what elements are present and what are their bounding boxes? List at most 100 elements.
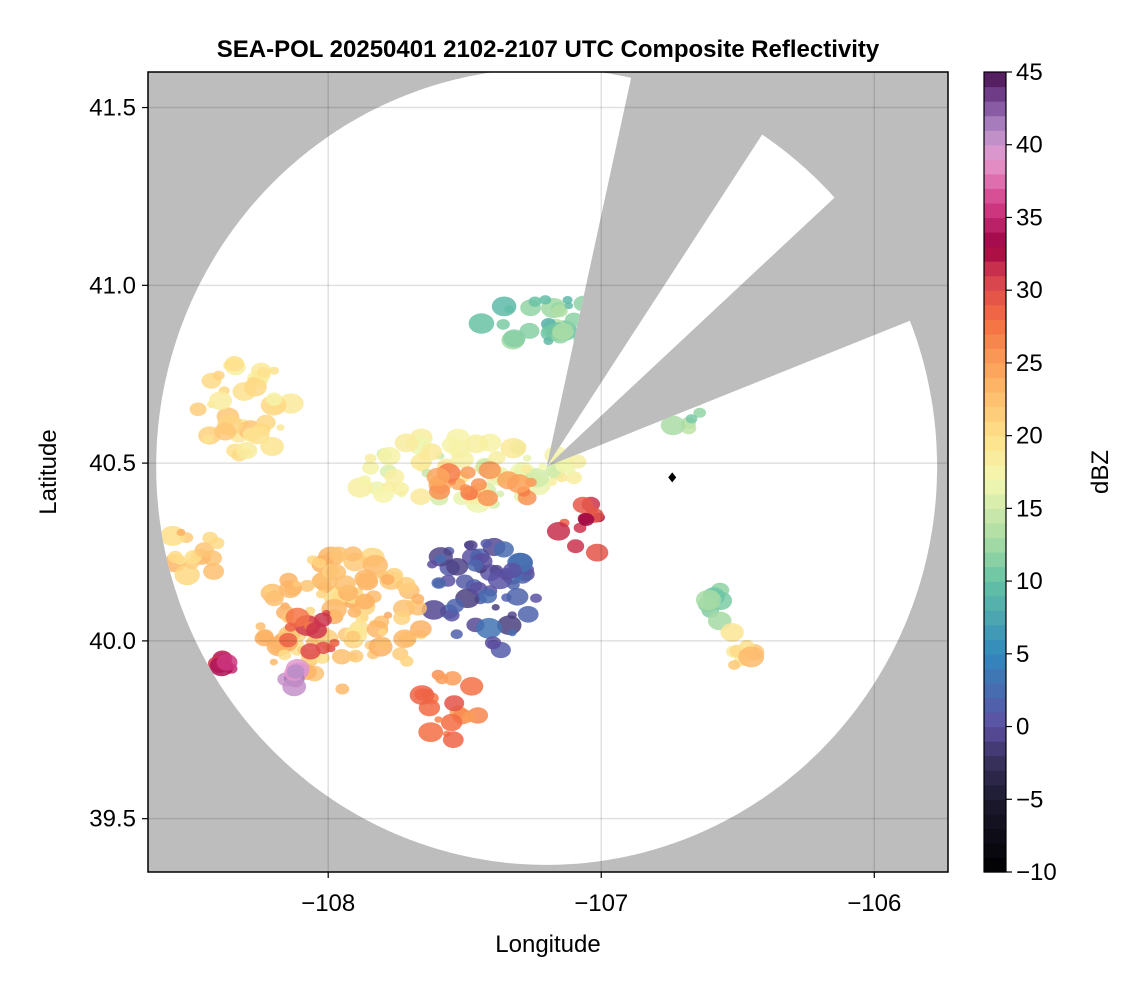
echo-pixel — [315, 590, 327, 599]
echo-pixel — [202, 434, 214, 444]
colorbar-bin — [984, 275, 1006, 291]
echo-pixel — [323, 644, 332, 652]
colorbar-bin — [984, 712, 1006, 728]
colorbar-bin — [984, 464, 1006, 480]
colorbar-bin — [984, 319, 1006, 335]
colorbar-bin — [984, 144, 1006, 160]
echo-pixel — [347, 649, 364, 663]
echo-pixel — [263, 585, 272, 593]
colorbar-bin — [984, 770, 1006, 786]
echo-pixel — [383, 611, 393, 619]
echo-pixel — [392, 482, 410, 496]
echo-region — [160, 525, 225, 586]
colorbar-tick-label: 30 — [1016, 277, 1043, 304]
echo-pixel — [497, 615, 522, 635]
colorbar-bin — [984, 755, 1006, 771]
echo-pixel — [284, 622, 297, 632]
echo-pixel — [500, 437, 527, 459]
echo-pixel — [464, 434, 488, 454]
colorbar-bin — [984, 101, 1006, 117]
echo-pixel — [375, 637, 392, 650]
echo-pixel — [562, 296, 573, 304]
echo-pixel — [520, 464, 532, 474]
echo-pixel — [287, 664, 305, 679]
colorbar-bin — [984, 406, 1006, 422]
echo-pixel — [409, 685, 435, 705]
echo-pixel — [442, 731, 464, 748]
echo-pixel — [555, 459, 573, 473]
colorbar-tick-label: 5 — [1016, 641, 1029, 668]
echo-pixel — [384, 468, 405, 485]
echo-pixel — [539, 295, 552, 305]
echo-pixel — [254, 630, 275, 647]
colorbar-tick-label: 35 — [1016, 204, 1043, 231]
echo-pixel — [313, 558, 327, 569]
echo-pixel — [285, 607, 310, 628]
colorbar-bin — [984, 784, 1006, 800]
echo-pixel — [455, 574, 474, 589]
echo-pixel — [358, 475, 371, 486]
colorbar-bin — [984, 493, 1006, 509]
echo-pixel — [167, 550, 183, 564]
colorbar-bin — [984, 377, 1006, 393]
echo-pixel — [329, 638, 340, 648]
echo-pixel — [462, 711, 476, 723]
echo-pixel — [299, 579, 315, 592]
echo-pixel — [434, 554, 447, 564]
echo-region — [409, 669, 489, 748]
colorbar-bin — [984, 450, 1006, 466]
colorbar-bin — [984, 202, 1006, 219]
y-tick-label: 41.0 — [89, 272, 136, 299]
echo-pixel — [720, 623, 744, 642]
echo-pixel — [528, 296, 542, 307]
echo-pixel — [334, 575, 356, 593]
colorbar-bin — [984, 842, 1006, 859]
echo-pixel — [477, 489, 498, 507]
echo-pixel — [556, 472, 568, 483]
echo-region — [546, 496, 609, 562]
y-tick-label: 40.0 — [89, 628, 136, 655]
colorbar-bin — [984, 726, 1006, 742]
echo-pixel — [434, 716, 443, 723]
echo-pixel — [292, 580, 301, 588]
colorbar-bin — [984, 799, 1006, 815]
echo-pixel — [551, 304, 568, 318]
colorbar-bin — [984, 392, 1006, 408]
echo-pixel — [269, 658, 278, 666]
colorbar-bin — [984, 581, 1006, 597]
echo-pixel — [491, 604, 500, 611]
echo-pixel — [216, 654, 238, 671]
echo-pixel — [478, 588, 497, 604]
colorbar-bin — [984, 115, 1006, 131]
echo-pixel — [585, 543, 609, 562]
colorbar-tick-label: 25 — [1016, 350, 1043, 377]
echo-region — [426, 461, 537, 507]
echo-pixel — [446, 598, 464, 613]
colorbar-bin — [984, 566, 1006, 582]
colorbar-bin — [984, 857, 1006, 873]
colorbar-bin — [984, 304, 1006, 320]
echo-pixel — [393, 629, 417, 649]
colorbar-bin — [984, 86, 1006, 102]
echo-pixel — [282, 677, 307, 697]
echo-pixel — [174, 564, 200, 586]
echo-pixel — [444, 695, 465, 712]
echo-pixel — [507, 474, 531, 494]
echo-pixel — [212, 370, 225, 381]
reflectivity-echoes — [160, 295, 765, 748]
echo-pixel — [306, 621, 327, 639]
echo-pixel — [440, 713, 463, 732]
colorbar-tick-label: 10 — [1016, 568, 1043, 595]
colorbar-tick-label: −10 — [1016, 859, 1057, 886]
echo-pixel — [491, 296, 517, 317]
echo-pixel — [538, 463, 547, 471]
plot-area — [147, 71, 949, 873]
echo-pixel — [508, 629, 517, 637]
echo-pixel — [331, 649, 352, 665]
echo-pixel — [467, 559, 483, 572]
y-axis-label: Latitude — [35, 429, 62, 514]
colorbar-bin — [984, 508, 1006, 524]
echo-pixel — [504, 305, 515, 314]
colorbar-bin — [984, 217, 1006, 233]
colorbar-bin — [984, 333, 1006, 349]
